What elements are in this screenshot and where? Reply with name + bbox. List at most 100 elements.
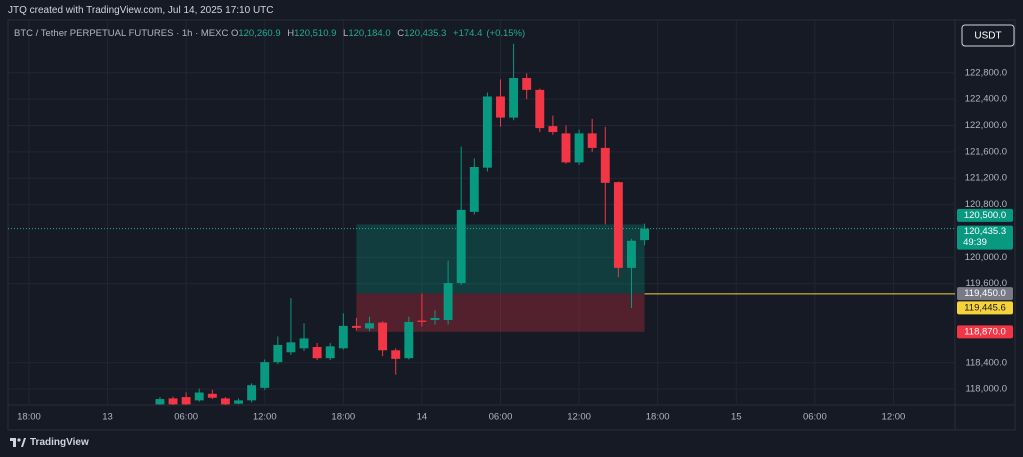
candle-body (561, 133, 571, 163)
candle-body (430, 317, 440, 320)
candle (600, 126, 610, 225)
candle (247, 383, 257, 403)
ray-label: 119,445.6 (964, 302, 1006, 313)
candle-body (417, 320, 427, 322)
candle (430, 310, 440, 325)
currency-button[interactable] (961, 24, 1015, 47)
candle-body (312, 346, 322, 359)
footer: TradingView (10, 437, 89, 448)
candle (443, 260, 453, 325)
change: +174.4 (453, 28, 483, 39)
candle (168, 396, 178, 405)
x-tick-label: 14 (417, 412, 428, 423)
change-pct: (+0.15%) (486, 28, 526, 39)
candle (365, 316, 374, 332)
candle (417, 293, 427, 327)
target-label-box (957, 208, 1013, 222)
target-zone (356, 224, 645, 294)
x-tick-label: 12:00 (253, 412, 277, 423)
candle-body (299, 338, 309, 349)
candle-body (234, 400, 243, 404)
candle-body (338, 325, 348, 349)
candle-body (286, 342, 296, 353)
candle-body (220, 398, 230, 405)
candle (640, 223, 650, 246)
candle (574, 129, 584, 166)
x-tick-label: 13 (102, 412, 113, 423)
y-tick-label: 122,800.0 (965, 67, 1007, 78)
target-label: 120,500.0 (964, 210, 1006, 221)
candle (207, 389, 217, 400)
close-letter: C (397, 28, 405, 39)
low-letter: L (343, 28, 349, 39)
x-tick-label: 18:00 (646, 412, 670, 423)
candle-body (443, 283, 453, 320)
x-tick-label: 06:00 (489, 412, 513, 423)
symbol: BTC / Tether PERPETUAL FUTURES · 1h · ME… (14, 28, 229, 39)
x-tick-label: 18:00 (17, 412, 41, 423)
candle-body (456, 209, 466, 284)
candle (181, 392, 191, 405)
candle (273, 336, 283, 365)
candle (299, 323, 309, 351)
candle (391, 348, 401, 375)
candle (561, 125, 571, 164)
candle (535, 88, 545, 133)
open-value: 120,260.9 (238, 28, 281, 39)
currency-label: USDT (974, 31, 1001, 42)
candle-body (469, 167, 479, 212)
candle (312, 343, 322, 361)
y-tick-label: 121,200.0 (965, 173, 1007, 184)
candle-body (496, 96, 505, 118)
candle-body (600, 147, 610, 183)
y-tick-label: 122,400.0 (965, 94, 1007, 105)
open-letter: O (230, 28, 239, 39)
candle-body (574, 133, 584, 163)
candle (613, 181, 623, 278)
candle (325, 343, 335, 361)
credit: JTQ created with TradingView.com, Jul 14… (8, 5, 274, 16)
candle-body (482, 96, 492, 168)
candle-body (207, 393, 217, 398)
candle-body (640, 228, 650, 241)
candle (456, 146, 466, 286)
candle-body (627, 240, 636, 268)
candle-body (548, 126, 558, 133)
x-tick-label: 15 (731, 412, 742, 423)
candle (260, 359, 270, 390)
candle-body (194, 392, 204, 401)
stop-label: 118,870.0 (964, 326, 1006, 337)
high-letter: H (287, 28, 295, 39)
candle-body (181, 397, 191, 405)
candle (496, 79, 505, 127)
candle (155, 397, 165, 405)
x-tick-label: 18:00 (331, 412, 355, 423)
candle-body (351, 325, 361, 328)
candle-body (587, 133, 597, 148)
candle (587, 118, 597, 152)
candle-body (273, 345, 283, 363)
candle-body (247, 385, 257, 401)
candle-body (613, 182, 623, 268)
brand: TradingView (30, 437, 89, 448)
legend: BTC / Tether PERPETUAL FUTURES · 1h · ME… (14, 28, 529, 39)
candle-body (168, 398, 178, 405)
candle (404, 316, 414, 360)
high-value: 120,510.9 (294, 28, 337, 39)
logo (10, 437, 26, 447)
candle (469, 158, 479, 215)
candle-body (522, 78, 532, 90)
candle (234, 398, 243, 405)
candle-body (404, 321, 414, 359)
candle (286, 298, 296, 355)
current-price-box (957, 225, 1013, 250)
candle (338, 313, 348, 350)
close-value: 120,435.3 (404, 28, 447, 39)
candle-body (325, 346, 335, 359)
candle (351, 317, 361, 331)
countdown: 49:39 (963, 237, 987, 248)
candle (220, 397, 230, 405)
plot (8, 20, 955, 405)
x-tick-label: 12:00 (882, 412, 906, 423)
candle-body (378, 322, 388, 351)
